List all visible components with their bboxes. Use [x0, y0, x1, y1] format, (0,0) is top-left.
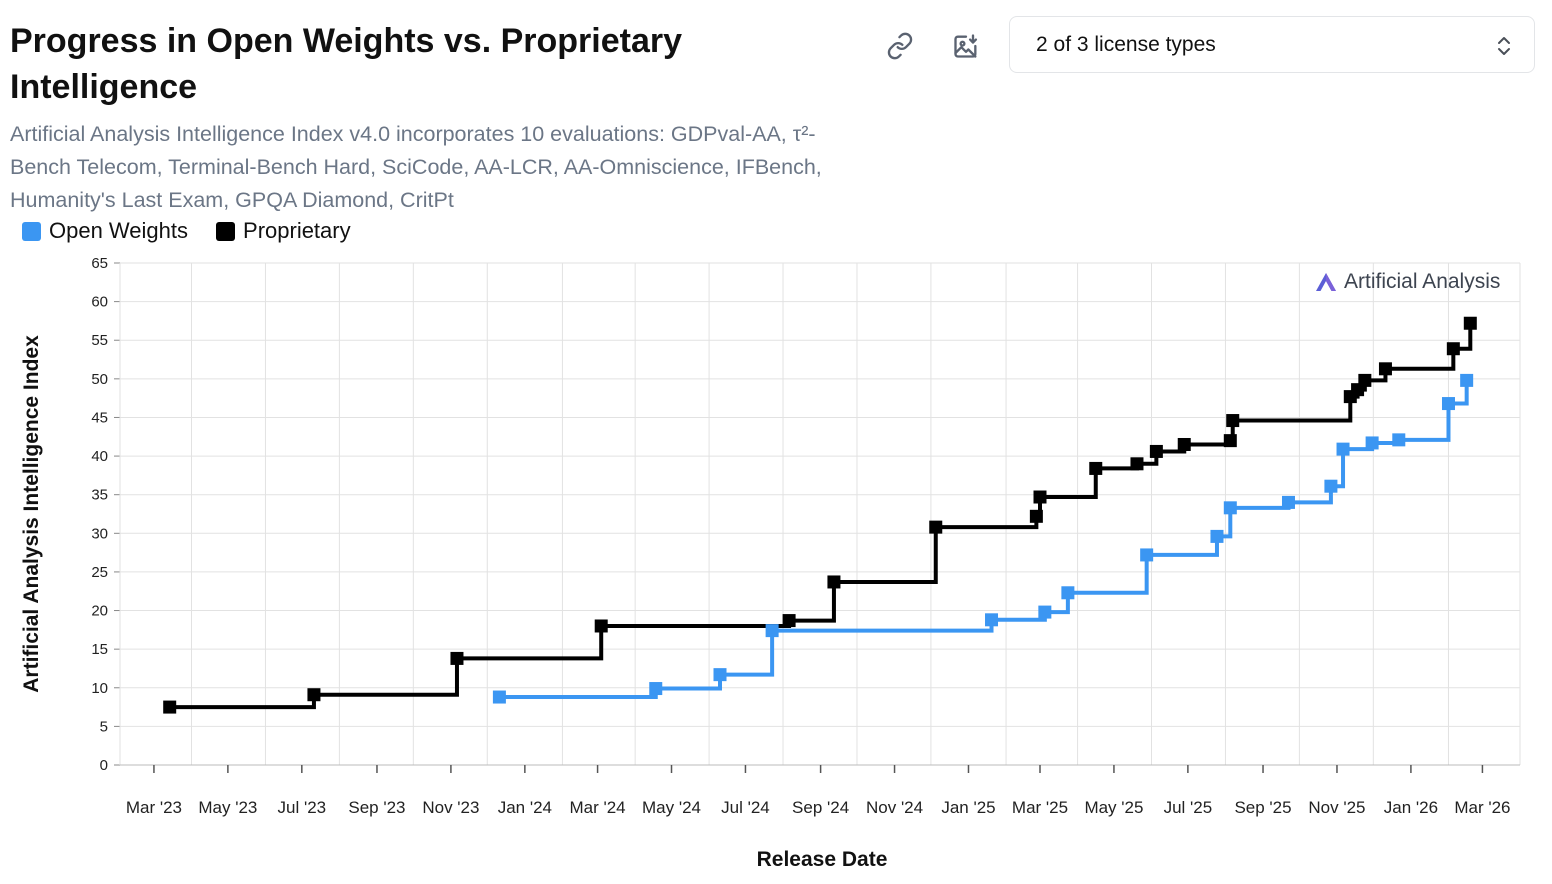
x-tick-label: Jan '24 — [498, 798, 552, 817]
data-point-proprietary — [827, 575, 841, 589]
data-point-open-weights — [1140, 548, 1154, 562]
x-tick-label: Jan '25 — [941, 798, 995, 817]
image-download-icon — [954, 34, 978, 58]
x-tick-label: Nov '24 — [866, 798, 923, 817]
y-tick-label: 60 — [91, 294, 108, 311]
y-tick-label: 0 — [100, 757, 108, 774]
data-point-open-weights — [765, 624, 779, 638]
license-type-select-value: 2 of 3 license types — [1036, 32, 1216, 56]
data-point-proprietary — [1463, 316, 1477, 330]
y-tick-label: 5 — [100, 718, 108, 735]
data-point-proprietary — [1089, 461, 1103, 475]
x-tick-label: Mar '25 — [1012, 798, 1068, 817]
data-point-open-weights — [1336, 442, 1350, 456]
y-tick-label: 25 — [91, 564, 108, 581]
data-point-proprietary — [163, 700, 177, 714]
chart-legend: Open Weights Proprietary — [22, 218, 379, 244]
y-tick-label: 65 — [91, 255, 108, 272]
legend-item-open-weights[interactable]: Open Weights — [22, 218, 188, 244]
x-tick-label: Jan '26 — [1384, 798, 1438, 817]
x-tick-label: Mar '26 — [1454, 798, 1510, 817]
y-tick-label: 55 — [91, 332, 108, 349]
data-point-proprietary — [307, 688, 321, 702]
x-tick-label: Sep '25 — [1234, 798, 1291, 817]
x-tick-label: Sep '23 — [348, 798, 405, 817]
data-point-proprietary — [1223, 434, 1237, 448]
data-point-open-weights — [1210, 529, 1224, 543]
data-point-proprietary — [1226, 414, 1240, 428]
y-tick-label: 10 — [91, 680, 108, 697]
data-point-open-weights — [1324, 479, 1338, 493]
y-tick-label: 50 — [91, 371, 108, 388]
page-subtitle: Artificial Analysis Intelligence Index v… — [10, 122, 822, 212]
x-tick-label: May '23 — [198, 798, 257, 817]
data-point-open-weights — [1061, 586, 1075, 600]
chevron-up-down-icon — [1498, 37, 1510, 55]
legend-label-open-weights: Open Weights — [49, 218, 189, 243]
data-point-open-weights — [985, 613, 999, 627]
download-image-button[interactable] — [948, 28, 984, 64]
data-point-open-weights — [1281, 495, 1295, 509]
data-point-open-weights — [1038, 605, 1052, 619]
y-axis-title: Artificial Analysis Intelligence Index — [20, 335, 43, 693]
x-axis-title: Release Date — [757, 848, 888, 871]
x-tick-label: Mar '24 — [569, 798, 625, 817]
y-tick-label: 20 — [91, 603, 108, 620]
license-type-select[interactable]: 2 of 3 license types — [1009, 16, 1535, 73]
data-point-proprietary — [1149, 444, 1163, 458]
data-point-proprietary — [1358, 373, 1372, 387]
copy-link-button[interactable] — [882, 28, 918, 64]
data-point-proprietary — [929, 520, 943, 534]
y-tick-label: 15 — [91, 641, 108, 658]
data-point-proprietary — [1130, 457, 1144, 471]
x-tick-label: Jul '23 — [278, 798, 327, 817]
data-point-open-weights — [1223, 501, 1237, 515]
y-tick-label: 40 — [91, 448, 108, 465]
data-point-proprietary — [1177, 437, 1191, 451]
data-point-open-weights — [1365, 436, 1379, 450]
x-tick-label: May '24 — [642, 798, 701, 817]
data-point-proprietary — [1446, 342, 1460, 356]
legend-swatch-proprietary — [216, 221, 236, 241]
x-tick-label: Sep '24 — [792, 798, 849, 817]
x-tick-label: Nov '23 — [422, 798, 479, 817]
data-point-open-weights — [1441, 397, 1455, 411]
x-tick-label: Mar '23 — [126, 798, 182, 817]
data-point-open-weights — [1460, 373, 1474, 387]
x-tick-label: Nov '25 — [1308, 798, 1365, 817]
data-point-open-weights — [713, 668, 727, 682]
data-point-proprietary — [782, 614, 796, 628]
legend-item-proprietary[interactable]: Proprietary — [216, 218, 351, 244]
data-point-proprietary — [594, 619, 608, 633]
x-tick-label: May '25 — [1084, 798, 1143, 817]
artificial-analysis-logo-icon — [1316, 273, 1336, 291]
data-point-open-weights — [492, 690, 506, 704]
data-point-open-weights — [649, 682, 663, 696]
y-tick-label: 35 — [91, 487, 108, 504]
x-tick-label: Jul '25 — [1164, 798, 1213, 817]
x-tick-label: Jul '24 — [721, 798, 770, 817]
legend-swatch-open-weights — [22, 221, 41, 241]
link-icon — [887, 32, 913, 60]
data-point-proprietary — [1029, 509, 1043, 523]
y-tick-label: 45 — [91, 409, 108, 426]
data-point-proprietary — [1033, 490, 1047, 504]
page-title: Progress in Open Weights vs. Proprietary… — [10, 22, 683, 106]
data-point-proprietary — [1378, 362, 1392, 376]
watermark-text: Artificial Analysis — [1344, 270, 1501, 293]
data-point-proprietary — [450, 651, 464, 665]
legend-label-proprietary: Proprietary — [243, 218, 351, 243]
watermark: Artificial Analysis — [1314, 270, 1500, 294]
y-tick-label: 30 — [91, 525, 108, 542]
data-point-open-weights — [1392, 433, 1406, 447]
